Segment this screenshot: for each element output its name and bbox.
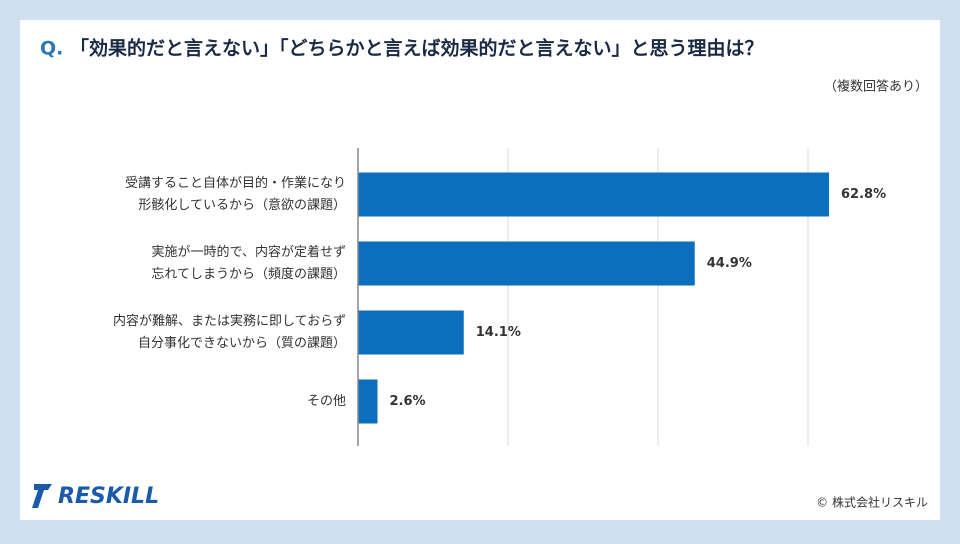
logo: RESKILL <box>32 484 159 509</box>
note: （複数回答あり） <box>824 79 928 95</box>
bar <box>358 379 378 424</box>
logo-text: RESKILL <box>58 484 159 509</box>
data-label: 2.6% <box>390 394 426 409</box>
y-tick-label: 自分事化できないから（質の課題） <box>138 335 346 351</box>
q-mark: Q. <box>40 38 63 60</box>
data-label: 14.1% <box>476 325 521 340</box>
y-tick-label: 内容が難解、または実務に即しておらず <box>113 313 346 329</box>
bar <box>358 172 829 217</box>
y-tick-label: その他 <box>307 394 346 409</box>
copyright: © 株式会社リスキル <box>816 495 928 510</box>
y-tick-label: 受講すること自体が目的・作業になり <box>125 175 346 191</box>
y-tick-label: 形骸化しているから（意欲の課題） <box>138 197 346 213</box>
chart-title: 「効果的だと言えない」「どちらかと言えば効果的だと言えない」と思う理由は？ <box>70 37 764 60</box>
bar <box>358 310 464 355</box>
bar <box>358 241 695 286</box>
logo-icon <box>32 484 52 508</box>
data-label: 44.9% <box>707 256 752 271</box>
y-tick-label: 忘れてしまうから（頻度の課題） <box>151 266 346 282</box>
y-tick-label: 実施が一時的で、内容が定着せず <box>152 244 346 260</box>
data-label: 62.8% <box>841 187 886 202</box>
